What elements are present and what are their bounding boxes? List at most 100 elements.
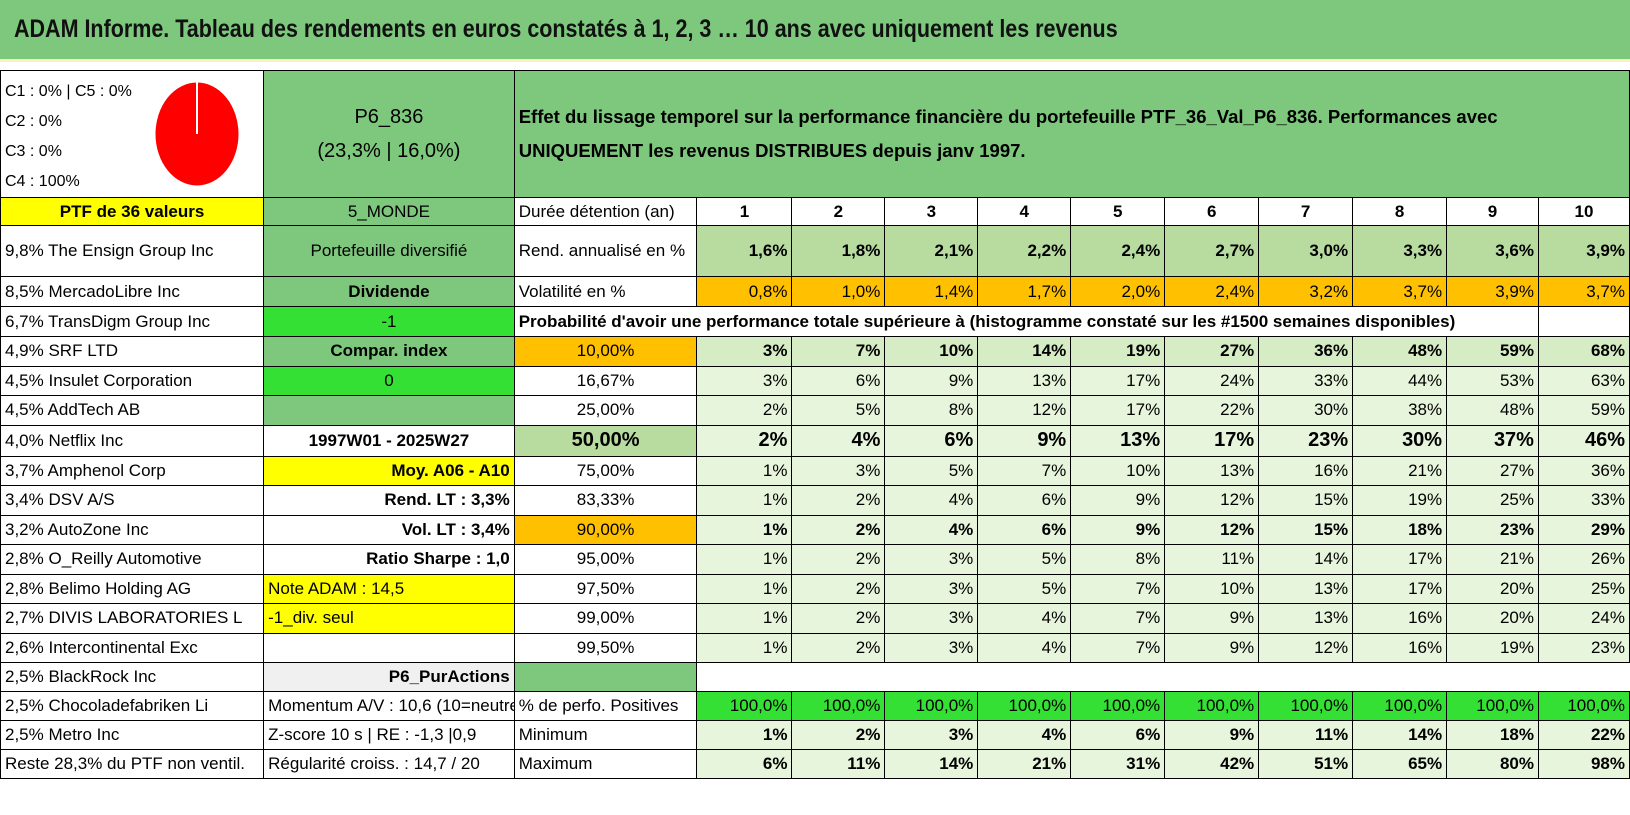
return-value: 2,2%	[977, 225, 1072, 277]
percentile-value: 23%	[1446, 514, 1539, 545]
percentile-value: 16%	[1352, 603, 1448, 634]
volatility-value: 1,0%	[791, 276, 886, 307]
percentile-value: 8%	[884, 395, 979, 426]
period-label: 1997W01 - 2025W27	[263, 424, 515, 457]
percentile-value: 7%	[1070, 573, 1166, 604]
percentile-label: 99,00%	[513, 603, 698, 634]
maximum-value: 6%	[696, 749, 793, 779]
report-title-bar: ADAM Informe. Tableau des rendements en …	[0, 0, 1630, 62]
percentile-value: 12%	[1258, 632, 1354, 663]
positive-value: 100,0%	[696, 691, 793, 721]
percentile-value: 14%	[977, 336, 1072, 367]
portfolio-code-cell: P6_836 (23,3% | 16,0%)	[263, 70, 515, 198]
year-header: 6	[1164, 197, 1260, 226]
volatility-value: 1,7%	[977, 276, 1072, 307]
year-header: 8	[1352, 197, 1448, 226]
holding-row: 2,5% Chocoladefabriken Li	[0, 691, 265, 721]
return-value: 3,9%	[1537, 225, 1630, 277]
percentile-value: 1%	[696, 573, 793, 604]
percentile-value: 12%	[1164, 485, 1260, 516]
percentile-value: 25%	[1537, 573, 1630, 604]
percentile-value: 16%	[1352, 632, 1448, 663]
percentile-value: 46%	[1537, 424, 1630, 457]
holding-row: 2,7% DIVIS LABORATORIES L	[0, 603, 265, 634]
positive-value: 100,0%	[1537, 691, 1630, 721]
percentile-value: 26%	[1537, 544, 1630, 575]
percentile-label: 97,50%	[513, 573, 698, 604]
percentile-label: 83,33%	[513, 485, 698, 516]
percentile-value: 36%	[1537, 455, 1630, 486]
holding-row: 8,5% MercadoLibre Inc	[0, 276, 265, 307]
vol-lt-label: Vol. LT : 3,4%	[263, 514, 515, 545]
portfolio-stats: (23,3% | 16,0%)	[317, 140, 461, 162]
percentile-value: 20%	[1446, 603, 1539, 634]
empty-green-cell	[513, 662, 698, 692]
maximum-value: 98%	[1537, 749, 1630, 779]
minimum-value: 9%	[1164, 720, 1260, 750]
maximum-value: 11%	[791, 749, 886, 779]
percentile-value: 5%	[884, 455, 979, 486]
percentile-value: 9%	[884, 365, 979, 396]
percentile-value: 13%	[1164, 455, 1260, 486]
positive-value: 100,0%	[884, 691, 979, 721]
percentile-value: 4%	[884, 485, 979, 516]
minus-one-value: -1	[263, 306, 515, 337]
percentile-value: 15%	[1258, 514, 1354, 545]
holding-row: 3,4% DSV A/S	[0, 485, 265, 516]
percentile-value: 1%	[696, 632, 793, 663]
year-header: 4	[977, 197, 1072, 226]
holding-row: 4,5% Insulet Corporation	[0, 365, 265, 396]
holding-row: 4,9% SRF LTD	[0, 336, 265, 367]
ptf-count: PTF de 36 valeurs	[0, 197, 265, 226]
percentile-value: 2%	[696, 424, 793, 457]
percentile-label: 99,50%	[513, 632, 698, 663]
percentile-value: 9%	[1164, 632, 1260, 663]
percentile-value: 10%	[884, 336, 979, 367]
returns-label: Rend. annualisé en %	[513, 225, 698, 277]
positive-value: 100,0%	[1446, 691, 1539, 721]
percentile-value: 3%	[884, 544, 979, 575]
percentile-value: 5%	[791, 395, 886, 426]
percentile-value: 17%	[1070, 365, 1166, 396]
holding-row: 3,2% AutoZone Inc	[0, 514, 265, 545]
minimum-value: 1%	[696, 720, 793, 750]
percentile-value: 10%	[1070, 455, 1166, 486]
percentile-value: 2%	[791, 573, 886, 604]
percentile-value: 24%	[1537, 603, 1630, 634]
percentile-value: 11%	[1164, 544, 1260, 575]
class-line-4: C4 : 100%	[5, 173, 80, 190]
minimum-value: 4%	[977, 720, 1072, 750]
empty-green-cell	[263, 395, 515, 426]
percentile-value: 37%	[1446, 424, 1539, 457]
percentile-label: 16,67%	[513, 365, 698, 396]
holding-row: 9,8% The Ensign Group Inc	[0, 225, 265, 277]
percentile-label: 50,00%	[513, 424, 698, 457]
year-header: 7	[1258, 197, 1354, 226]
empty-cell	[263, 632, 515, 663]
percentile-value: 38%	[1352, 395, 1448, 426]
percentile-value: 17%	[1352, 544, 1448, 575]
percentile-value: 6%	[977, 514, 1072, 545]
percentile-value: 27%	[1164, 336, 1260, 367]
volatility-value: 2,0%	[1070, 276, 1166, 307]
percentile-value: 1%	[696, 514, 793, 545]
holding-row: 3,7% Amphenol Corp	[0, 455, 265, 486]
percentile-value: 3%	[884, 573, 979, 604]
percentile-value: 17%	[1164, 424, 1260, 457]
positive-value: 100,0%	[1164, 691, 1260, 721]
percentile-value: 16%	[1258, 455, 1354, 486]
percentile-value: 1%	[696, 455, 793, 486]
year-header: 5	[1070, 197, 1166, 226]
percentile-value: 7%	[1070, 603, 1166, 634]
percentile-value: 19%	[1352, 485, 1448, 516]
holding-row: 2,8% O_Reilly Automotive	[0, 544, 265, 575]
percentile-value: 9%	[1070, 485, 1166, 516]
percentile-value: 6%	[977, 485, 1072, 516]
portfolio-code: P6_836	[354, 106, 424, 128]
percentile-value: 2%	[791, 544, 886, 575]
volatility-value: 3,7%	[1352, 276, 1448, 307]
percentile-value: 12%	[1164, 514, 1260, 545]
percentile-value: 63%	[1537, 365, 1630, 396]
rend-lt-label: Rend. LT : 3,3%	[263, 485, 515, 516]
positive-value: 100,0%	[1070, 691, 1166, 721]
